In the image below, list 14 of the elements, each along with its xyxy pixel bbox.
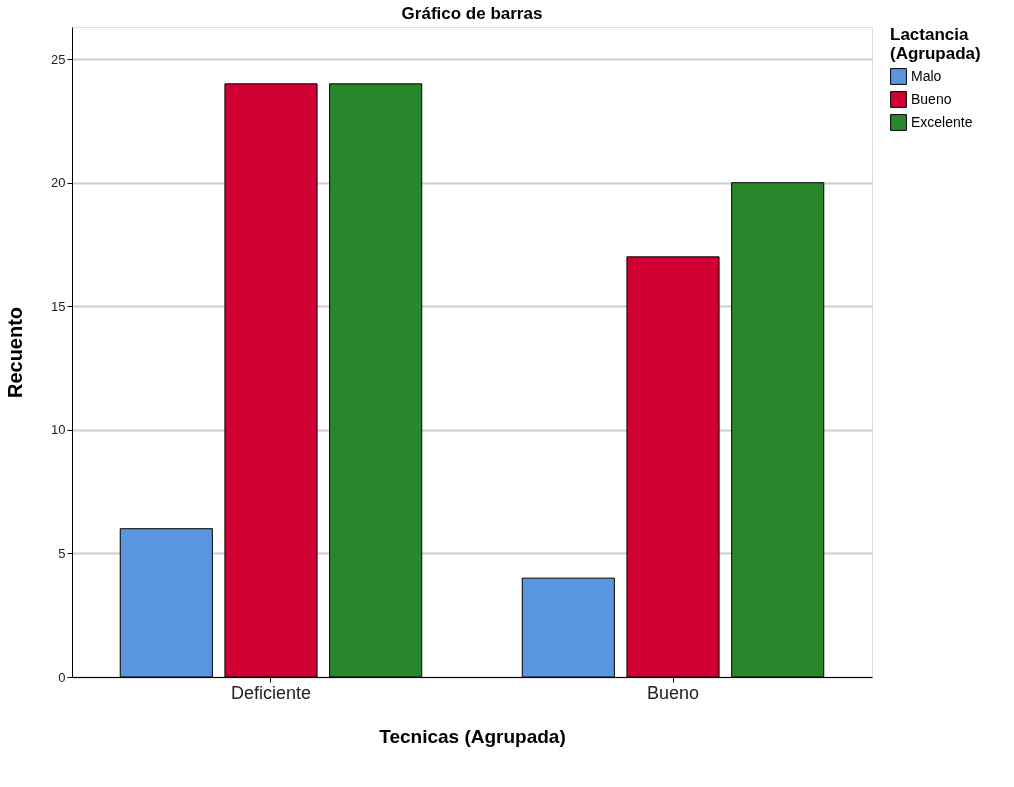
legend-label: Excelente <box>911 113 973 130</box>
y-tick-label: 0 <box>58 669 66 685</box>
y-tick-label: 10 <box>51 422 66 438</box>
x-tick-label: Deficiente <box>230 682 312 703</box>
x-axis-title: Tecnicas (Agrupada) <box>379 725 566 747</box>
legend-label: Bueno <box>911 90 952 107</box>
legend-label: Malo <box>911 67 942 84</box>
y-tick-label: 25 <box>51 51 66 67</box>
y-axis-title: Recuento <box>4 306 27 399</box>
y-tick-label: 5 <box>58 545 66 561</box>
y-tick-label: 20 <box>51 175 66 191</box>
y-tick-label: 15 <box>51 298 66 314</box>
legend-title: Lactancia (Agrupada) <box>890 25 981 63</box>
chart-title: Gráfico de barras <box>401 4 543 23</box>
